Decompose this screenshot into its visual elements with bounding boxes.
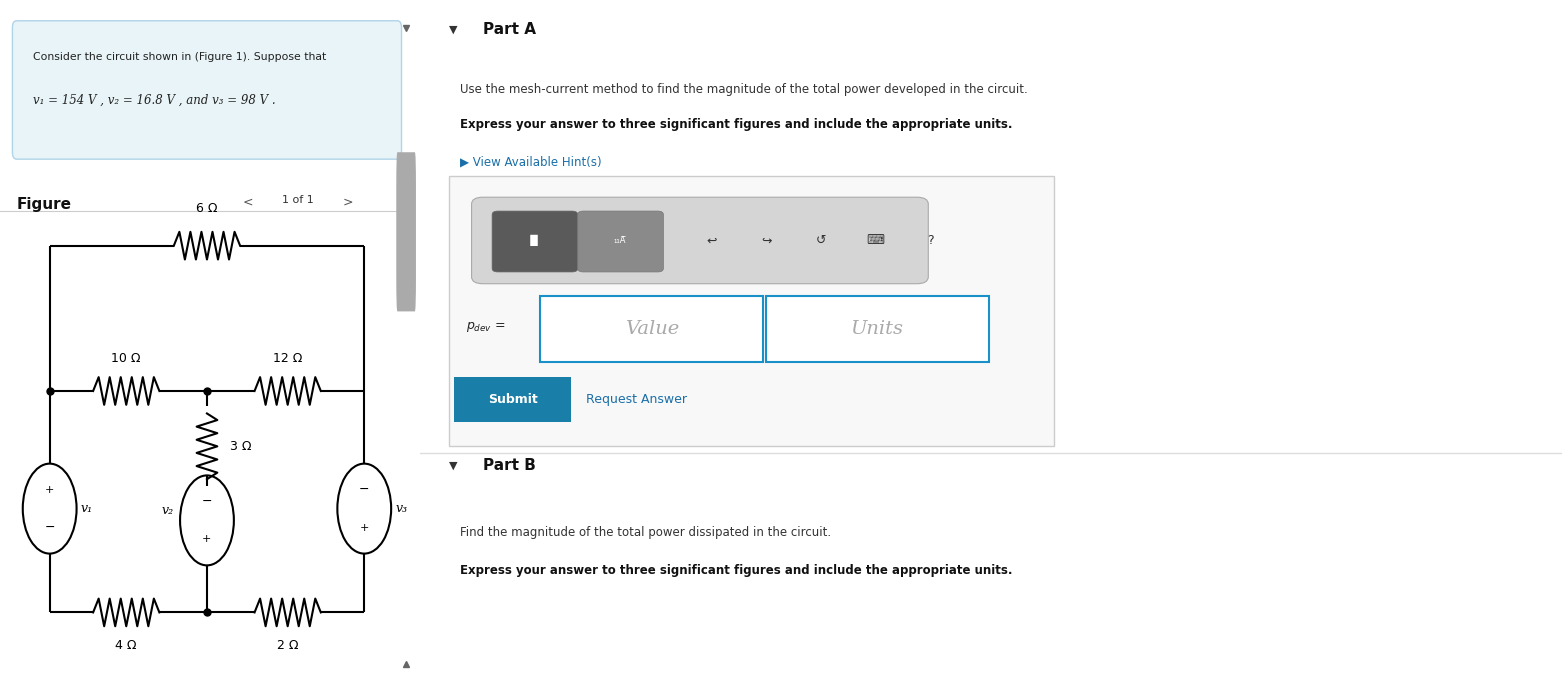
Text: +: + [359, 522, 369, 533]
Text: ₁₁A̅: ₁₁A̅ [614, 236, 626, 246]
Text: $p_{dev}$ =: $p_{dev}$ = [465, 320, 506, 334]
FancyBboxPatch shape [765, 296, 989, 362]
Text: Figure: Figure [17, 197, 72, 212]
Text: −: − [44, 521, 55, 534]
FancyBboxPatch shape [397, 152, 415, 311]
Text: Value: Value [625, 320, 679, 338]
Text: Submit: Submit [487, 393, 537, 406]
Text: −: − [201, 495, 212, 508]
Text: >: > [342, 195, 353, 208]
Text: ▼: ▼ [448, 460, 458, 470]
Text: ↩: ↩ [706, 235, 717, 247]
FancyBboxPatch shape [420, 0, 1562, 311]
Text: v₁ = 154 V , v₂ = 16.8 V , and v₃ = 98 V .: v₁ = 154 V , v₂ = 16.8 V , and v₃ = 98 V… [33, 93, 276, 107]
Text: v₂: v₂ [162, 504, 173, 516]
Text: Express your answer to three significant figures and include the appropriate uni: Express your answer to three significant… [461, 564, 1012, 577]
FancyBboxPatch shape [540, 296, 762, 362]
Text: ▐▌: ▐▌ [526, 235, 544, 246]
Text: Part A: Part A [483, 22, 536, 37]
Text: +: + [45, 484, 55, 495]
Text: v₁: v₁ [81, 502, 92, 515]
Text: Part B: Part B [483, 458, 536, 473]
FancyBboxPatch shape [578, 211, 664, 272]
Text: 12 Ω: 12 Ω [273, 352, 303, 365]
FancyBboxPatch shape [472, 197, 928, 284]
Text: Units: Units [850, 320, 903, 338]
Text: +: + [201, 534, 212, 545]
Text: ↺: ↺ [815, 235, 826, 247]
Text: Consider the circuit shown in (Figure 1). Suppose that: Consider the circuit shown in (Figure 1)… [33, 52, 326, 62]
Text: ⌨: ⌨ [867, 235, 884, 247]
Text: <: < [244, 195, 253, 208]
FancyBboxPatch shape [448, 176, 1054, 446]
Text: ?: ? [928, 235, 934, 247]
FancyBboxPatch shape [455, 377, 570, 422]
Text: Find the magnitude of the total power dissipated in the circuit.: Find the magnitude of the total power di… [461, 526, 831, 539]
Text: ↪: ↪ [761, 235, 772, 247]
Text: ▶ View Available Hint(s): ▶ View Available Hint(s) [461, 156, 601, 169]
Text: 10 Ω: 10 Ω [111, 352, 141, 365]
Text: v₃: v₃ [395, 502, 408, 515]
Text: Request Answer: Request Answer [586, 393, 687, 406]
FancyBboxPatch shape [12, 21, 401, 159]
Text: 2 Ω: 2 Ω [276, 639, 298, 652]
Text: 4 Ω: 4 Ω [116, 639, 137, 652]
Text: Use the mesh-current method to find the magnitude of the total power developed i: Use the mesh-current method to find the … [461, 83, 1028, 96]
Text: −: − [359, 483, 370, 496]
FancyBboxPatch shape [492, 211, 578, 272]
Text: 6 Ω: 6 Ω [197, 201, 217, 215]
Text: 3 Ω: 3 Ω [230, 440, 251, 453]
Text: ▼: ▼ [448, 24, 458, 34]
Text: 1 of 1: 1 of 1 [283, 195, 314, 205]
Text: Express your answer to three significant figures and include the appropriate uni: Express your answer to three significant… [461, 118, 1012, 131]
